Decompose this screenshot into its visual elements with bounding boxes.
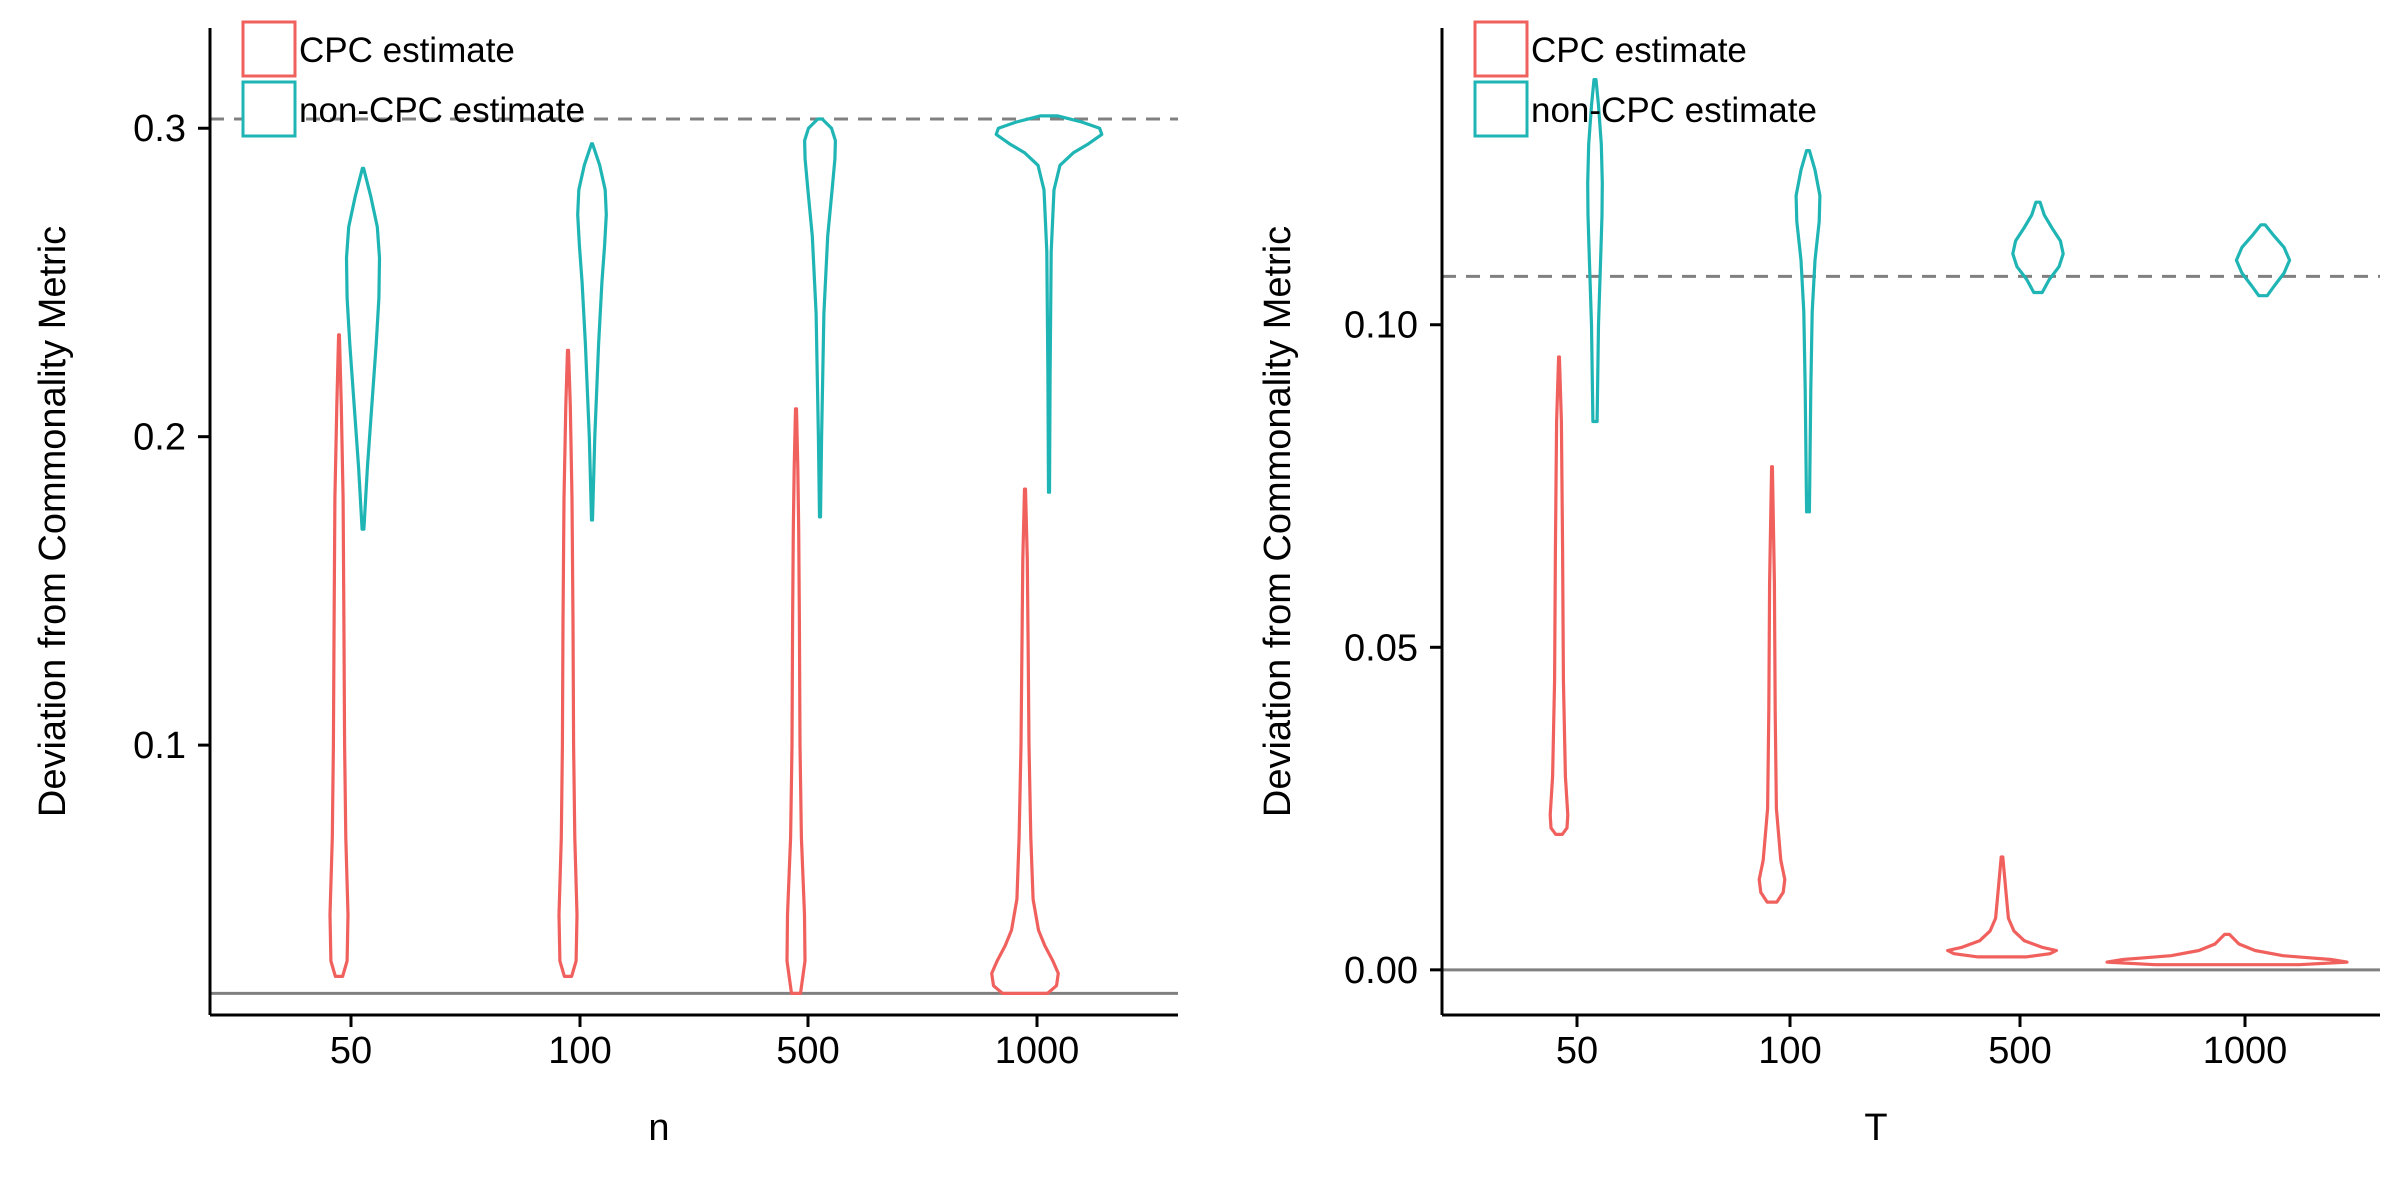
x-tick-label: 1000	[2203, 1030, 2288, 1072]
violin-cpc-1000	[2105, 932, 2349, 967]
violin-cpc-1000	[990, 487, 1060, 995]
legend-swatch-noncpc	[241, 80, 297, 138]
violin-cpc-50	[1548, 355, 1570, 836]
y-tick-label: 0.3	[133, 108, 186, 150]
y-tick-label: 0.05	[1344, 627, 1418, 669]
legend-swatch-cpc	[241, 20, 297, 78]
x-axis-title: T	[1864, 1107, 1887, 1149]
y-axis-title: Deviation from Commonality Metric	[32, 226, 74, 817]
legend-label-noncpc: non-CPC estimate	[299, 91, 585, 130]
violin-noncpc-50	[344, 166, 382, 531]
violin-noncpc-1000	[2234, 223, 2292, 298]
x-tick-label: 500	[1988, 1030, 2051, 1072]
y-axis-title: Deviation from Commonality Metric	[1257, 226, 1299, 817]
violin-cpc-50	[328, 333, 350, 978]
violin-noncpc-1000	[994, 114, 1104, 494]
x-tick-label: 500	[776, 1030, 839, 1072]
violin-noncpc-100	[1794, 149, 1822, 514]
legend: CPC estimate non-CPC estimate	[241, 20, 585, 138]
violin-noncpc-500	[2011, 200, 2065, 295]
x-tick-label: 50	[1556, 1030, 1598, 1072]
legend: CPC estimate non-CPC estimate	[1473, 20, 1817, 138]
legend-label-cpc: CPC estimate	[1531, 31, 1747, 70]
legend-label-cpc: CPC estimate	[299, 31, 515, 70]
panel-t: 0.00 0.05 0.10 50 100 500 1000 T Deviation from …	[1257, 20, 2380, 1149]
x-tick-label: 1000	[995, 1030, 1080, 1072]
x-tick-label: 50	[330, 1030, 372, 1072]
violin-cpc-100	[1757, 465, 1787, 904]
x-tick-label: 100	[548, 1030, 611, 1072]
violin-cpc-100	[557, 348, 579, 978]
panel-n: 0.1 0.2 0.3 50 100 500 1000 n Deviation from Com…	[32, 20, 1178, 1149]
legend-swatch-noncpc	[1473, 80, 1529, 138]
violin-cpc-500	[785, 407, 807, 995]
violin-cpc-500	[1946, 855, 2058, 959]
x-axis-title: n	[648, 1107, 669, 1149]
y-tick-label: 0.10	[1344, 305, 1418, 347]
violin-noncpc-100	[576, 142, 608, 522]
legend-label-noncpc: non-CPC estimate	[1531, 91, 1817, 130]
x-tick-label: 100	[1758, 1030, 1821, 1072]
violin-noncpc-500	[803, 117, 837, 519]
legend-swatch-cpc	[1473, 20, 1529, 78]
y-tick-label: 0.1	[133, 725, 186, 767]
y-tick-label: 0.2	[133, 417, 186, 459]
violin-noncpc-50	[1586, 78, 1604, 424]
y-tick-label: 0.00	[1344, 950, 1418, 992]
